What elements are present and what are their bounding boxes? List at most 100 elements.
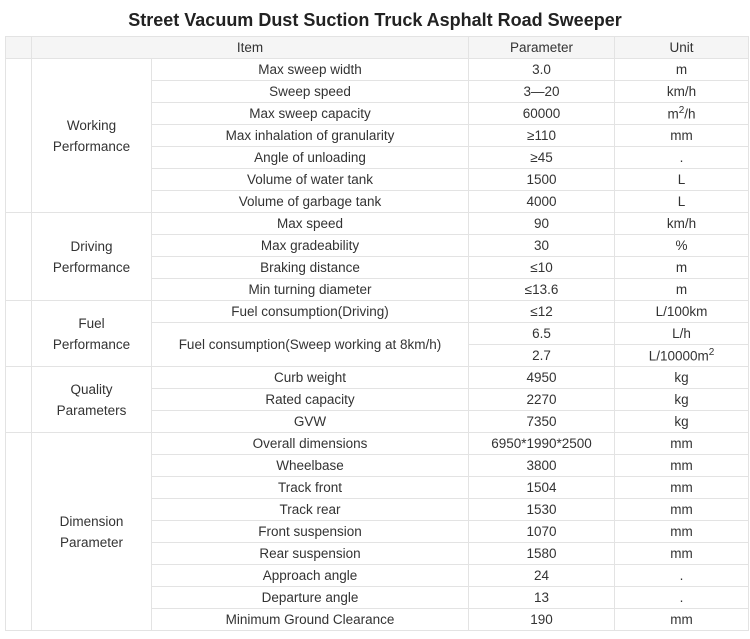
table-row: Min turning diameter ≤13.6 m [6, 278, 750, 301]
item-cell: Fuel consumption(Driving) [150, 300, 470, 323]
item-cell: Max sweep capacity [150, 102, 470, 125]
unit-cell: . [614, 146, 750, 169]
parameter-cell: 3.0 [468, 58, 616, 81]
parameter-cell: 24 [468, 564, 616, 587]
unit-cell: m2/h [614, 102, 750, 125]
group-blank-cell [5, 366, 32, 433]
unit-cell: L [614, 190, 750, 213]
page-title: Street Vacuum Dust Suction Truck Asphalt… [128, 10, 622, 30]
table-header-row: Item Parameter Unit [5, 36, 750, 59]
parameter-cell: 1070 [468, 520, 616, 543]
unit-text: L/h [672, 326, 691, 341]
parameter-cell: 3—20 [468, 80, 616, 103]
unit-cell: L/10000m2 [614, 344, 750, 367]
group-label-line: Parameter [59, 534, 124, 550]
table-row: Max inhalation of granularity ≥110 mm [6, 124, 750, 147]
parameter-cell: ≤13.6 [468, 278, 616, 301]
item-cell: Minimum Ground Clearance [150, 608, 470, 631]
unit-text: mm [670, 524, 693, 539]
group-blank-cell [5, 212, 32, 301]
group-label-line: Quality [70, 381, 113, 397]
unit-text: L [677, 194, 686, 209]
unit-text: % [675, 238, 688, 253]
unit-cell: m [614, 278, 750, 301]
unit-text: L/10000m [648, 348, 709, 364]
unit-cell: kg [614, 410, 750, 433]
table-row: Max gradeability 30% [6, 234, 750, 257]
unit-cell: mm [614, 608, 750, 631]
table-row: 2.7 L/10000m2 [6, 344, 750, 367]
item-cell: GVW [150, 410, 470, 433]
unit-text: m [675, 260, 688, 275]
parameter-cell: 13 [468, 586, 616, 609]
table-row: Volume of water tank 1500 L [6, 168, 750, 191]
unit-text: mm [670, 612, 693, 627]
unit-cell: L [614, 168, 750, 191]
unit-text: mm [670, 546, 693, 561]
group-label-line: Performance [52, 138, 131, 154]
table-row: Quality Parameters Curb weight 4950 kg [5, 366, 750, 433]
group-blank-cell [5, 300, 32, 367]
unit-text: . [679, 568, 684, 583]
parameter-cell: 30 [468, 234, 616, 257]
table-row: Wheelbase 3800 mm [6, 454, 750, 477]
unit-text: mm [670, 458, 693, 473]
table-row: Working Performance Max sweep width 3.0 m [5, 58, 750, 213]
unit-cell: kg [614, 366, 750, 389]
spec-table: Item Parameter Unit Working Performance Ma… [5, 36, 750, 631]
table-row: Rated capacity 2270 kg [6, 388, 750, 411]
parameter-cell: ≤10 [468, 256, 616, 279]
group-blank-cell [5, 58, 32, 213]
parameter-cell: 7350 [468, 410, 616, 433]
unit-text: mm [670, 502, 693, 517]
unit-text: m [675, 282, 688, 297]
item-cell: Departure angle [150, 586, 470, 609]
item-cell: Approach angle [150, 564, 470, 587]
parameter-cell: 2270 [468, 388, 616, 411]
parameter-cell: 1530 [468, 498, 616, 521]
unit-text: m [667, 106, 679, 122]
item-cell: Fuel consumption(Sweep working at 8km/h) [150, 322, 470, 367]
item-cell: Front suspension [150, 520, 470, 543]
unit-cell: % [614, 234, 750, 257]
unit-cell: mm [614, 454, 750, 477]
group-label: Quality Parameters [31, 366, 152, 433]
spec-table-body: Item Parameter Unit Working Performance Ma… [5, 36, 750, 631]
parameter-cell: ≤12 [468, 300, 616, 323]
group-label: Dimension Parameter [31, 432, 152, 631]
group-label-line: Fuel [78, 315, 105, 331]
parameter-cell: ≥45 [468, 146, 616, 169]
unit-suffix: /h [684, 106, 696, 122]
unit-text: L [677, 172, 686, 187]
group-label: Working Performance [31, 58, 152, 213]
parameter-cell: 90 [468, 212, 616, 235]
item-cell: Max inhalation of granularity [150, 124, 470, 147]
group-label-line: Performance [52, 259, 131, 275]
item-cell: Volume of garbage tank [150, 190, 470, 213]
parameter-cell: 3800 [468, 454, 616, 477]
unit-cell: mm [614, 476, 750, 499]
group-label-line: Working [66, 117, 117, 133]
group-label: Fuel Performance [31, 300, 152, 367]
unit-text: mm [670, 436, 693, 451]
parameter-cell: 4950 [468, 366, 616, 389]
group-label-line: Parameters [56, 402, 127, 418]
table-row: Minimum Ground Clearance 190 mm [6, 608, 750, 631]
item-cell: Rear suspension [150, 542, 470, 565]
unit-text: L/100km [655, 304, 708, 319]
parameter-cell: 4000 [468, 190, 616, 213]
group-label-line: Performance [52, 336, 131, 352]
unit-cell: km/h [614, 212, 750, 235]
unit-text: m [675, 62, 688, 77]
unit-cell: kg [614, 388, 750, 411]
unit-superscript: 2 [678, 105, 685, 117]
unit-cell: . [614, 586, 750, 609]
parameter-cell: 1500 [468, 168, 616, 191]
unit-text: . [679, 150, 684, 165]
item-cell: Overall dimensions [150, 432, 470, 455]
unit-text: kg [674, 370, 689, 385]
unit-cell: mm [614, 498, 750, 521]
item-cell: Max gradeability [150, 234, 470, 257]
table-row: Braking distance ≤10 m [6, 256, 750, 279]
parameter-cell: 6950*1990*2500 [468, 432, 616, 455]
